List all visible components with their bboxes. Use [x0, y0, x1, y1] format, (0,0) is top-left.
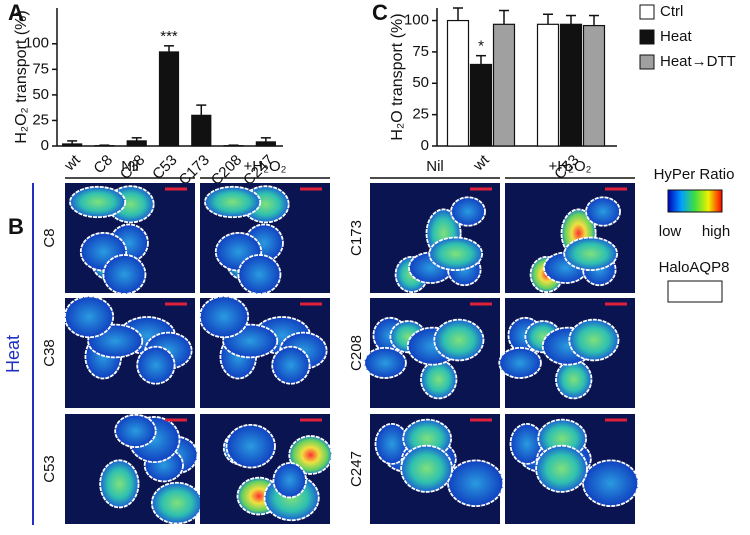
- micrograph: [498, 298, 635, 408]
- cell: [114, 413, 157, 448]
- condition-label: Heat: [3, 335, 23, 373]
- row-label: C38: [41, 339, 58, 367]
- ratio-scale: [667, 189, 723, 213]
- row-label: C53: [41, 455, 58, 483]
- bar: [126, 140, 147, 147]
- bar: [158, 51, 180, 147]
- cell: [225, 423, 276, 469]
- y-tick-label: 75: [32, 60, 49, 77]
- y-tick-label: 50: [32, 86, 49, 103]
- cell: [585, 196, 621, 227]
- legend-label: Ctrl: [660, 3, 683, 20]
- y-tick-label: 100: [404, 12, 429, 29]
- legend-low: low: [659, 223, 682, 240]
- bar: [255, 141, 276, 147]
- bar: [582, 24, 606, 147]
- cell: [400, 444, 453, 493]
- cell: [450, 196, 486, 227]
- bar: [191, 114, 212, 147]
- cell: [582, 459, 640, 507]
- column-header: +H₂O₂: [549, 158, 592, 175]
- cell: [272, 462, 307, 499]
- cell: [150, 481, 203, 525]
- micrograph: [200, 183, 330, 295]
- y-tick-label: 75: [412, 43, 429, 60]
- micrograph: [505, 414, 640, 524]
- y-tick-label: 0: [421, 137, 429, 154]
- column-header: Nil: [121, 158, 139, 175]
- y-tick-label: 0: [41, 137, 49, 154]
- micrograph: [505, 183, 635, 294]
- y-axis-label: H₂O₂ transport (%): [13, 10, 30, 143]
- cell: [204, 185, 262, 219]
- y-tick-label: 25: [32, 111, 49, 128]
- cell: [555, 359, 593, 400]
- micrograph: [198, 295, 330, 408]
- annotation: ***: [160, 28, 178, 45]
- cell: [69, 185, 127, 219]
- legend-swatch: [639, 54, 655, 70]
- x-tick-label: C8: [90, 152, 116, 178]
- micrograph: [63, 295, 195, 408]
- cell: [136, 345, 176, 385]
- x-tick-label: wt: [60, 151, 84, 175]
- column-header: Nil: [426, 158, 444, 175]
- row-label: C173: [348, 220, 365, 256]
- cell: [288, 435, 333, 475]
- panel-label: C: [372, 0, 388, 25]
- cell: [428, 236, 484, 272]
- cell: [568, 318, 620, 362]
- cell: [99, 459, 140, 509]
- legend-label: Heat: [660, 28, 693, 45]
- bar: [62, 143, 83, 147]
- cell: [447, 459, 505, 507]
- legend-swatch: [639, 29, 655, 45]
- legend-label: Heat→DTT: [660, 53, 736, 70]
- cell: [271, 345, 311, 385]
- cell: [420, 359, 458, 400]
- cell: [102, 254, 147, 295]
- column-header: +H₂O₂: [244, 158, 287, 175]
- cell: [535, 444, 588, 493]
- cell: [198, 295, 250, 339]
- cell: [363, 346, 407, 379]
- legend-swatch: [639, 4, 655, 20]
- row-label: C208: [348, 335, 365, 371]
- panel-label: A: [8, 0, 24, 25]
- y-tick-label: 100: [24, 35, 49, 52]
- annotation: *: [478, 38, 484, 55]
- cell: [498, 346, 542, 379]
- legend-overlay: HaloAQP8: [659, 259, 730, 276]
- bar: [446, 19, 470, 147]
- y-tick-label: 25: [412, 106, 429, 123]
- legend-title: HyPer Ratio: [654, 166, 735, 183]
- micrograph: [65, 413, 203, 525]
- panel-label: B: [8, 214, 24, 239]
- micrograph: [200, 414, 333, 524]
- micrograph: [370, 414, 505, 524]
- bar: [536, 23, 560, 147]
- row-label: C247: [348, 451, 365, 487]
- x-tick-label: wt: [469, 151, 493, 175]
- bar: [492, 23, 516, 147]
- micrograph: [65, 183, 195, 295]
- cell: [237, 254, 282, 295]
- y-tick-label: 50: [412, 74, 429, 91]
- bar: [559, 23, 583, 147]
- bar: [469, 63, 493, 147]
- row-label: C8: [41, 228, 58, 247]
- y-axis-label: H₂O transport (%): [389, 13, 406, 140]
- cell: [63, 295, 115, 339]
- cell: [433, 318, 485, 362]
- micrograph: [363, 298, 500, 408]
- cell: [563, 236, 619, 272]
- overlay-swatch: [667, 280, 723, 303]
- legend-high: high: [702, 223, 730, 240]
- micrograph: [370, 183, 500, 294]
